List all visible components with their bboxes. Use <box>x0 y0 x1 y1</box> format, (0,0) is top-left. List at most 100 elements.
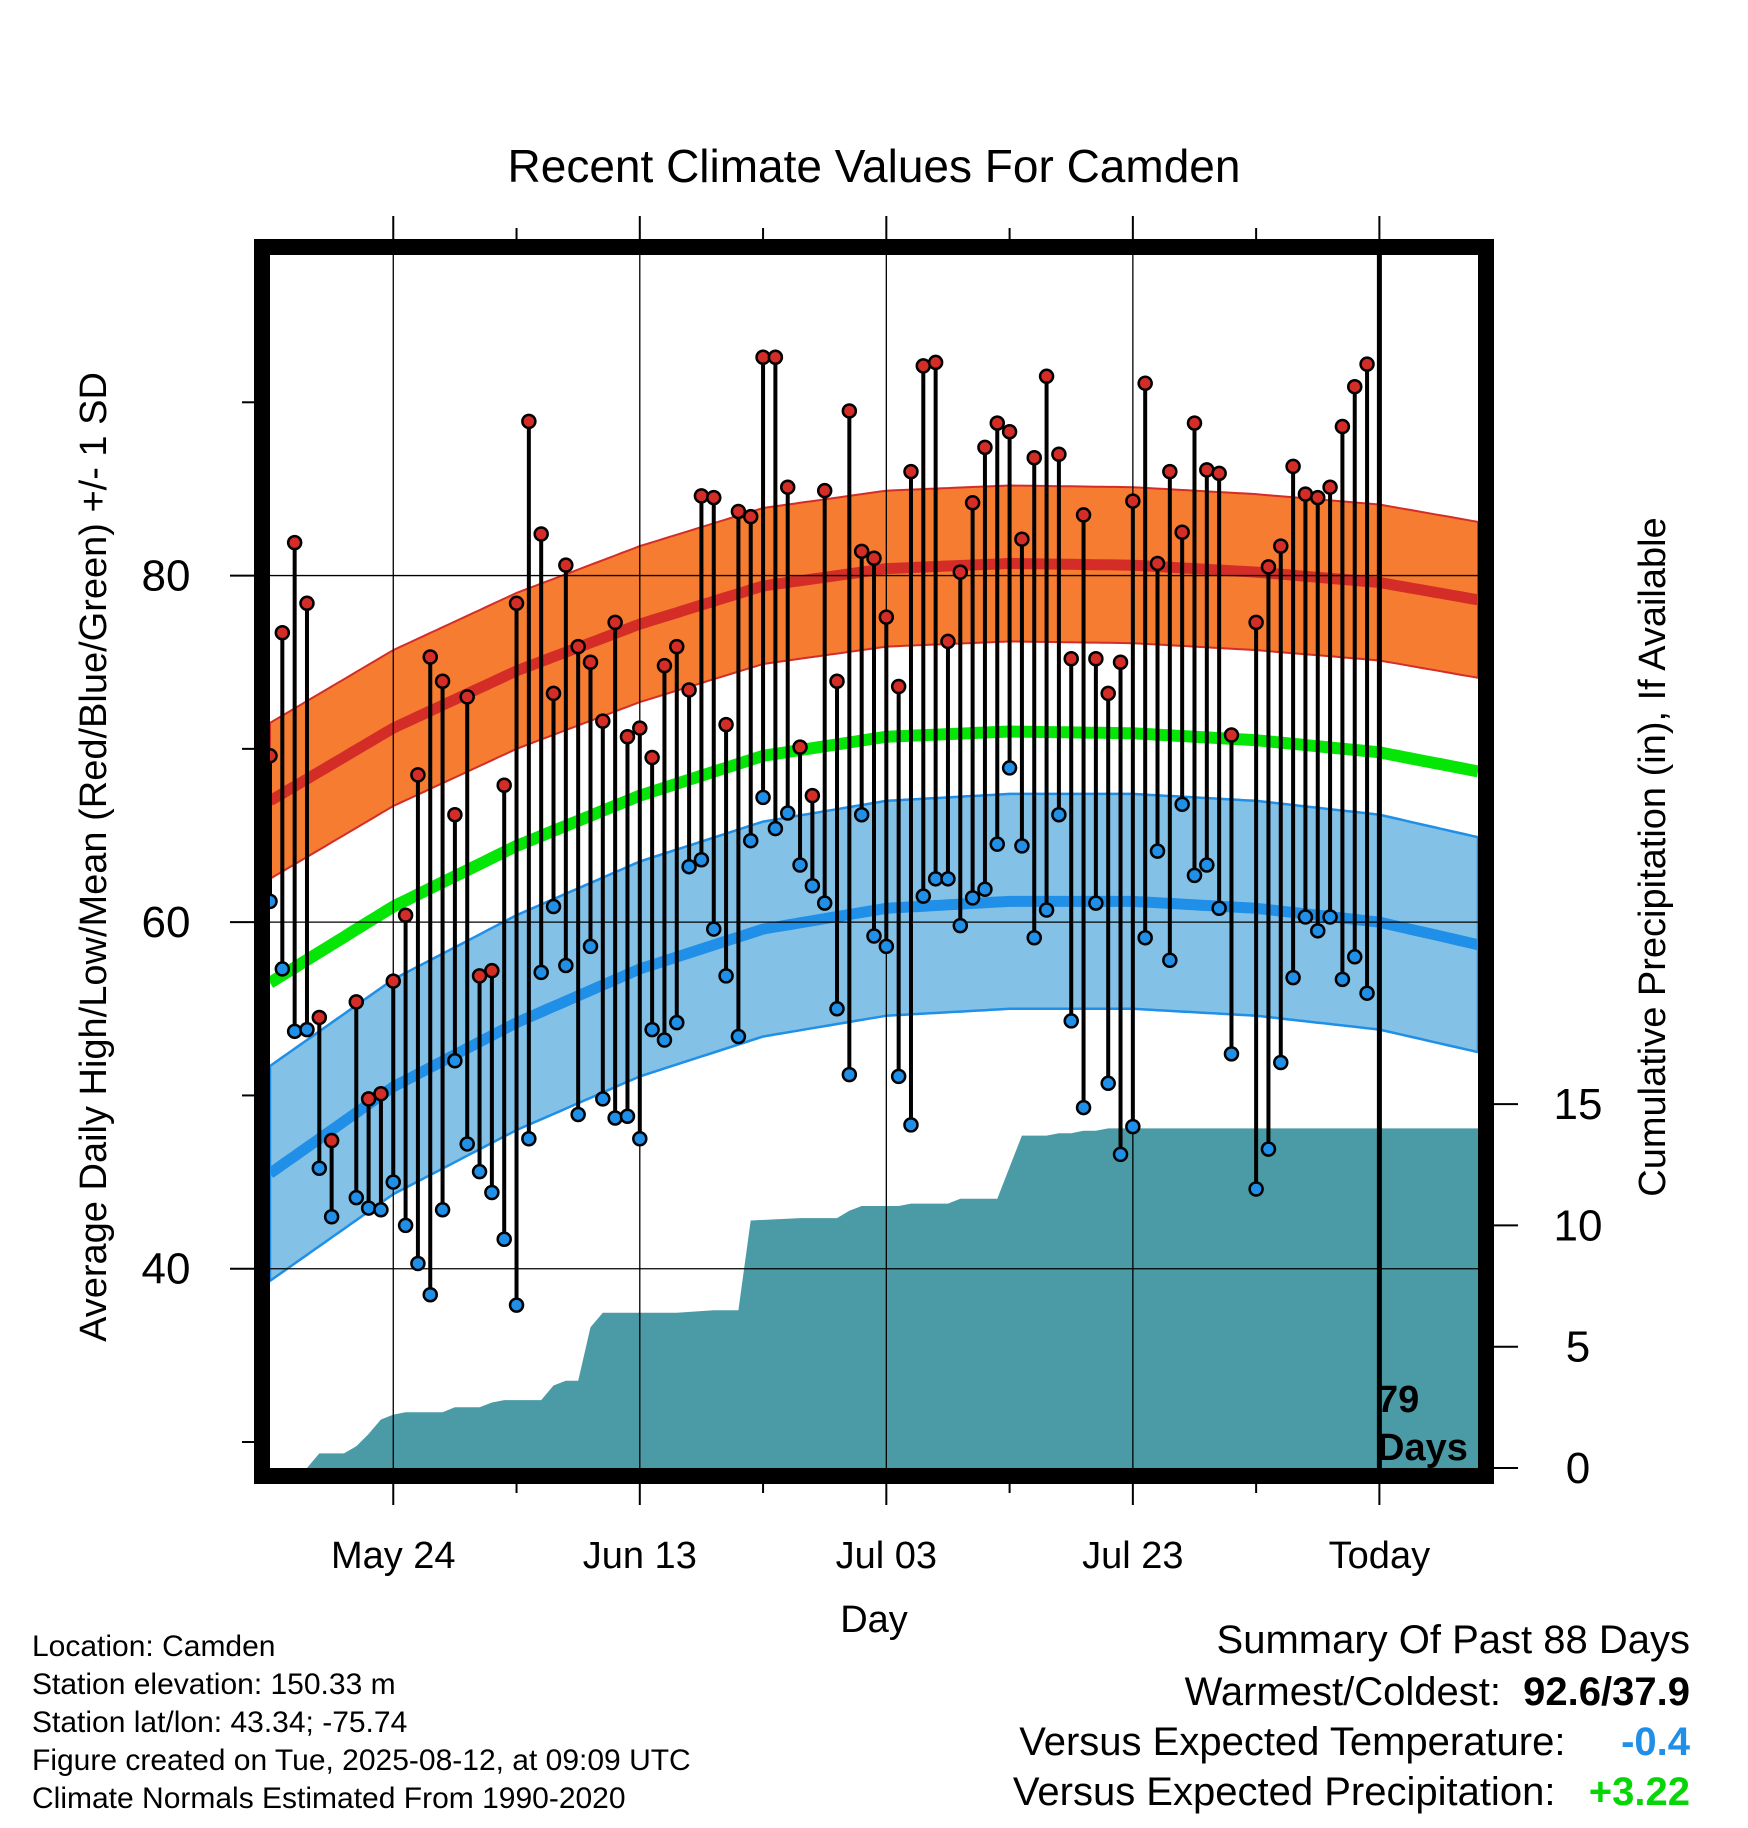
daily-low-point <box>1248 1181 1264 1197</box>
daily-low-point <box>1322 909 1338 925</box>
daily-low-point <box>1359 985 1375 1001</box>
daily-high-point <box>323 1132 340 1149</box>
daily-high-point <box>669 638 685 655</box>
daily-high-point <box>1285 458 1301 475</box>
daily-low-point <box>1186 867 1203 884</box>
daily-high-point <box>718 716 734 733</box>
y-tick-label: 40 <box>142 1245 191 1294</box>
daily-high-point <box>360 1091 377 1107</box>
x-tick-label: Jun 13 <box>583 1535 697 1577</box>
daily-low-point <box>915 888 932 904</box>
daily-high-point <box>829 673 845 690</box>
daily-high-point <box>1125 493 1141 509</box>
daily-high-point <box>1211 465 1227 482</box>
daily-high-point <box>1186 415 1203 431</box>
daily-low-point <box>521 1131 537 1147</box>
daily-low-point <box>323 1208 340 1225</box>
daily-high-point <box>1075 507 1092 523</box>
daily-low-point <box>1075 1099 1092 1116</box>
daily-low-point <box>397 1217 414 1234</box>
daily-high-point <box>397 907 414 923</box>
daily-low-point <box>940 871 956 887</box>
summary-title-text: Summary Of Past 88 Days <box>1216 1618 1690 1662</box>
daily-low-point <box>1285 969 1301 986</box>
daily-low-point <box>434 1202 451 1218</box>
daily-low-point <box>644 1021 660 1038</box>
y2-axis-label: Cumulative Precipitation (in), If Availa… <box>1632 517 1674 1196</box>
daily-high-point <box>878 609 895 625</box>
daily-high-point <box>1174 524 1190 541</box>
daily-high-point <box>1014 531 1030 547</box>
daily-low-point <box>669 1014 685 1031</box>
daily-high-point <box>804 787 821 804</box>
daily-high-point <box>977 439 993 456</box>
daily-high-point <box>681 682 697 698</box>
summary-precipitation: Versus Expected Precipitation: +3.22 <box>1013 1770 1690 1815</box>
daily-low-point <box>496 1231 512 1248</box>
daily-low-point <box>804 878 821 894</box>
daily-low-point <box>841 1066 858 1083</box>
daily-high-point <box>1334 418 1351 435</box>
daily-low-point <box>1223 1046 1240 1062</box>
x-tick-label: Jul 23 <box>1082 1535 1183 1577</box>
daily-low-point <box>558 957 574 974</box>
daily-low-point <box>410 1255 426 1272</box>
daily-low-point <box>1125 1118 1141 1135</box>
daily-high-point <box>1297 486 1314 502</box>
daily-low-point <box>533 964 549 981</box>
daily-low-point <box>964 890 981 906</box>
daily-low-point <box>1051 806 1067 823</box>
plot-inner <box>270 255 1478 1468</box>
daily-low-point <box>755 789 771 806</box>
daily-high-point <box>471 968 488 984</box>
daily-low-point <box>890 1068 907 1085</box>
daily-high-point <box>1273 538 1289 554</box>
daily-low-point <box>348 1189 365 1206</box>
daily-low-point <box>1211 900 1227 917</box>
daily-low-point <box>1273 1054 1289 1071</box>
daily-high-point <box>1088 651 1104 667</box>
normals-period-text: Climate Normals Estimated From 1990-2020 <box>32 1782 626 1815</box>
daily-low-point <box>545 898 562 915</box>
daily-high-point <box>915 358 932 374</box>
daily-low-point <box>693 852 710 868</box>
daily-high-point <box>755 349 771 365</box>
daily-low-point <box>853 806 870 823</box>
daily-low-point <box>1001 760 1018 776</box>
y2-tick-label: 10 <box>1554 1201 1603 1250</box>
daily-low-point <box>299 1021 315 1038</box>
daily-low-point <box>459 1136 475 1152</box>
daily-low-point <box>1162 952 1178 969</box>
daily-high-point <box>730 503 747 520</box>
daily-high-point <box>1322 479 1338 495</box>
daily-high-point <box>706 489 722 506</box>
daily-high-point <box>1162 463 1178 480</box>
x-axis-label: Day <box>840 1599 908 1641</box>
daily-high-point <box>853 543 870 560</box>
daily-low-point <box>270 893 278 910</box>
y2-tick-label: 0 <box>1566 1444 1590 1493</box>
daily-low-point <box>422 1286 438 1303</box>
daily-low-point <box>1038 902 1055 918</box>
daily-low-point <box>730 1028 747 1045</box>
location-text: Location: Camden <box>32 1630 276 1663</box>
daily-low-point <box>977 881 993 897</box>
daily-low-point <box>903 1117 919 1133</box>
plot-area: May 24 Jun 13 Jul 03 Jul 23 Today 40 60 80 0 5 10 1… <box>142 216 1603 1577</box>
daily-low-point <box>1088 895 1104 911</box>
daily-high-point <box>779 479 796 495</box>
daily-high-point <box>299 595 315 612</box>
daily-high-point <box>595 713 611 729</box>
daily-high-point <box>1026 449 1042 466</box>
daily-low-point <box>792 857 808 873</box>
daily-low-point <box>866 928 882 944</box>
daily-high-point <box>1137 375 1153 391</box>
daily-low-point <box>742 832 759 849</box>
daily-low-point <box>718 968 734 984</box>
daily-high-point <box>607 614 623 631</box>
daily-high-point <box>940 633 956 650</box>
temp-label: Versus Expected Temperature: <box>1019 1720 1566 1764</box>
summary-temperature: Versus Expected Temperature: -0.4 <box>1019 1720 1690 1765</box>
x-tick-label: Today <box>1329 1535 1430 1577</box>
